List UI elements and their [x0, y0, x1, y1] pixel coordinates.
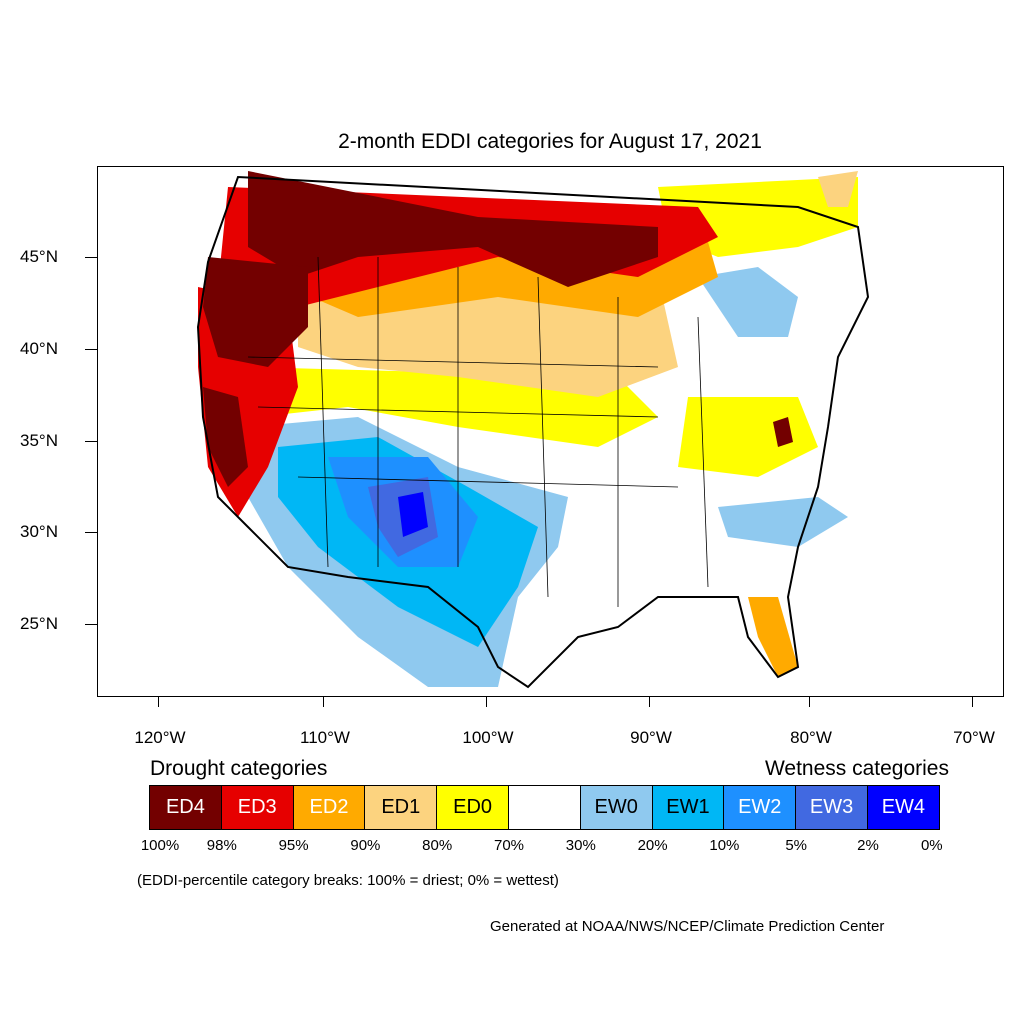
us-outline [196, 175, 870, 689]
lon-tick [649, 697, 650, 707]
lon-label-90w: 90°W [630, 728, 672, 747]
percent-break-label: 20% [637, 837, 668, 854]
lat-label-45n: 45°N [20, 247, 58, 266]
legend-box-ew4: EW4 [866, 785, 940, 830]
lon-label-70w: 70°W [953, 728, 995, 747]
region-ed4-appalachian [773, 417, 793, 447]
percent-break-label: 100% [140, 837, 180, 854]
region-ed0-ne-corner [818, 171, 858, 207]
lon-label-100w: 100°W [462, 728, 514, 747]
legend-note: (EDDI-percentile category breaks: 100% =… [137, 872, 559, 889]
region-wet-east [698, 267, 798, 337]
legend-box-ed1: ED1 [364, 785, 438, 830]
percent-break-label: 70% [493, 837, 525, 854]
region-wet-ew4 [398, 492, 428, 537]
lat-label-25n: 25°N [20, 614, 58, 633]
eddi-map [196, 171, 870, 689]
legend-box-ew3: EW3 [795, 785, 868, 830]
legend-box-ed3: ED3 [220, 785, 294, 830]
legend-box-ew1: EW1 [651, 785, 725, 830]
lon-tick [158, 697, 159, 707]
lat-tick [85, 532, 97, 533]
percent-break-label: 95% [278, 837, 309, 854]
lat-tick [85, 624, 97, 625]
region-ed2-florida [748, 597, 798, 677]
lon-label-110w: 110°W [300, 728, 350, 747]
legend-box-ew0: EW0 [579, 785, 653, 830]
percent-break-label: 10% [709, 837, 740, 854]
region-ed0-east [678, 397, 818, 477]
lat-label-35n: 35°N [20, 431, 58, 450]
percent-break-label: 0% [920, 837, 943, 854]
legend-box-ed0: ED0 [436, 785, 509, 830]
percent-break-label: 5% [785, 837, 808, 854]
percent-break-label: 80% [422, 837, 453, 854]
legend-bar: ED4 ED3 ED2 ED1 ED0 EW0 EW1 EW2 EW3 EW4 [149, 785, 940, 830]
lat-label-30n: 30°N [20, 522, 58, 541]
percent-break-label: 2% [857, 837, 879, 854]
lon-tick [323, 697, 324, 707]
legend-box-ew2: EW2 [723, 785, 797, 830]
percent-break-label: 90% [350, 837, 381, 854]
lon-label-120w: 120°W [134, 728, 186, 747]
region-ed4-california [203, 387, 248, 487]
map-title: 2-month EDDI categories for August 17, 2… [338, 130, 762, 153]
lon-label-80w: 80°W [790, 728, 832, 747]
percent-break-label: 30% [565, 837, 596, 854]
state-lines [247, 256, 709, 607]
region-ed4-west [203, 257, 308, 367]
lon-tick [972, 697, 973, 707]
percent-break-label: 98% [206, 837, 237, 854]
lon-tick [486, 697, 487, 707]
drought-heading: Drought categories [150, 757, 328, 780]
lat-tick [85, 441, 97, 442]
region-wet-southeast [718, 497, 848, 547]
legend-box-ed4: ED4 [149, 785, 222, 830]
legend-box-neutral [507, 785, 581, 830]
lat-tick [85, 349, 97, 350]
region-ed4-north [248, 171, 658, 287]
lat-label-40n: 40°N [20, 339, 58, 358]
lat-tick [85, 257, 97, 258]
legend-box-ed2: ED2 [292, 785, 366, 830]
wetness-heading: Wetness categories [764, 757, 949, 780]
credit-line: Generated at NOAA/NWS/NCEP/Climate Predi… [490, 918, 885, 935]
lon-tick [809, 697, 810, 707]
map-panel [97, 166, 1004, 697]
